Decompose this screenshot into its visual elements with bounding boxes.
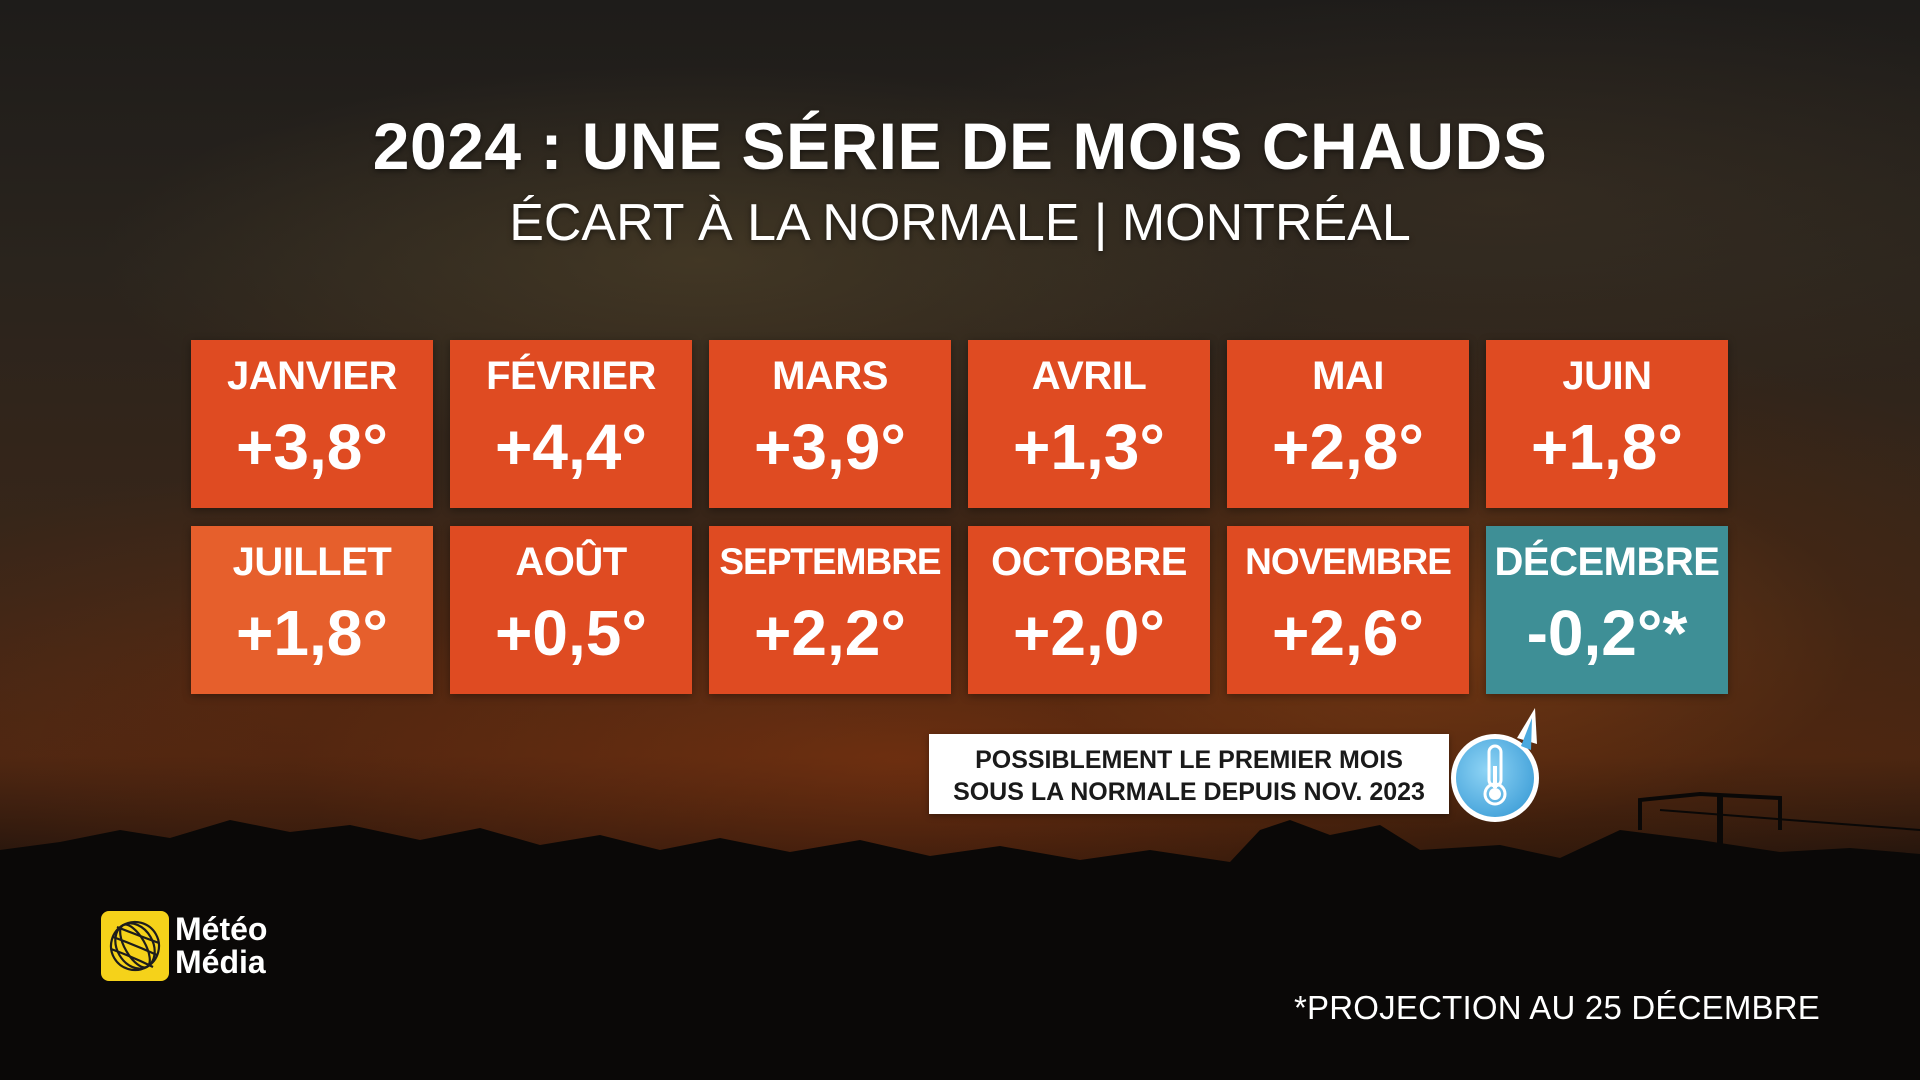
logo-line-1: Météo: [175, 911, 268, 947]
month-label: DÉCEMBRE: [1494, 540, 1720, 584]
month-tile-mars: MARS +3,9°: [709, 340, 951, 508]
month-tile-septembre: SEPTEMBRE +2,2°: [709, 526, 951, 694]
month-anomaly-value: +1,8°: [236, 597, 388, 669]
month-label: OCTOBRE: [991, 540, 1187, 584]
month-anomaly-value: -0,2°*: [1526, 597, 1688, 669]
page-subtitle: ÉCART À LA NORMALE | MONTRÉAL: [509, 194, 1411, 252]
projection-footnote: *PROJECTION AU 25 DÉCEMBRE: [1294, 989, 1820, 1026]
logo-wordmark: Météo Média: [175, 913, 267, 979]
month-label: MAI: [1312, 354, 1384, 398]
month-label: AOÛT: [515, 540, 627, 584]
month-anomaly-value: +3,9°: [754, 411, 906, 483]
month-label: AVRIL: [1031, 354, 1147, 398]
thermometer-icon: [1451, 708, 1539, 822]
month-anomaly-value: +2,6°: [1272, 597, 1424, 669]
meteomedia-logo: Météo Média: [101, 911, 291, 981]
month-tile-fevrier: FÉVRIER +4,4°: [450, 340, 692, 508]
month-anomaly-value: +1,8°: [1531, 411, 1683, 483]
month-label: SEPTEMBRE: [719, 541, 941, 582]
month-tile-octobre: OCTOBRE +2,0°: [968, 526, 1210, 694]
month-tile-janvier: JANVIER +3,8°: [191, 340, 433, 508]
month-anomaly-value: +3,8°: [236, 411, 388, 483]
month-tile-novembre: NOVEMBRE +2,6°: [1227, 526, 1469, 694]
callout-line-2: SOUS LA NORMALE DEPUIS NOV. 2023: [953, 778, 1425, 806]
month-anomaly-value: +2,8°: [1272, 411, 1424, 483]
globe-logo-icon: [101, 911, 169, 981]
month-tile-aout: AOÛT +0,5°: [450, 526, 692, 694]
month-label: JUILLET: [232, 540, 392, 584]
month-label: FÉVRIER: [486, 354, 656, 398]
page-title: 2024 : UNE SÉRIE DE MOIS CHAUDS: [372, 109, 1548, 183]
month-label: MARS: [772, 354, 888, 398]
month-tile-decembre: DÉCEMBRE -0,2°*: [1486, 526, 1728, 694]
month-anomaly-value: +2,2°: [754, 597, 906, 669]
month-anomaly-value: +4,4°: [495, 411, 647, 483]
month-anomaly-value: +0,5°: [495, 597, 647, 669]
month-tile-juillet: JUILLET +1,8°: [191, 526, 433, 694]
month-label: JANVIER: [227, 354, 397, 398]
month-label: NOVEMBRE: [1245, 541, 1452, 582]
callout-note: POSSIBLEMENT LE PREMIER MOIS SOUS LA NOR…: [929, 734, 1449, 814]
month-anomaly-value: +1,3°: [1013, 411, 1165, 483]
month-label: JUIN: [1562, 354, 1652, 398]
month-tile-mai: MAI +2,8°: [1227, 340, 1469, 508]
month-anomaly-value: +2,0°: [1013, 597, 1165, 669]
months-grid: JANVIER +3,8° FÉVRIER +4,4° MARS +3,9° A…: [191, 340, 1729, 694]
landscape-silhouette: [0, 791, 1920, 1080]
callout-line-1: POSSIBLEMENT LE PREMIER MOIS: [975, 746, 1403, 774]
month-tile-avril: AVRIL +1,3°: [968, 340, 1210, 508]
logo-line-2: Média: [175, 944, 266, 980]
month-tile-juin: JUIN +1,8°: [1486, 340, 1728, 508]
